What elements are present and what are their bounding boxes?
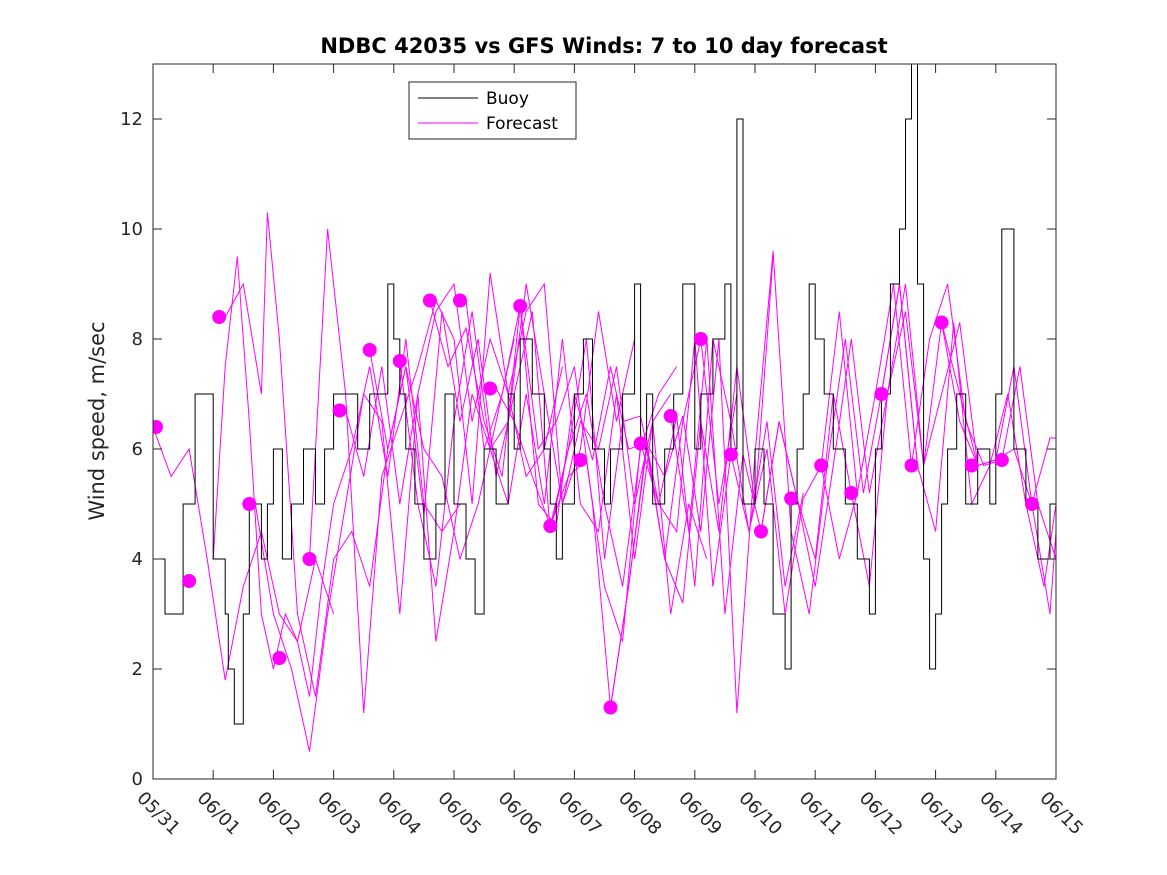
buoy-step-line: [153, 64, 1056, 725]
y-tick-label: 6: [132, 439, 143, 460]
forecast-marker: [784, 491, 799, 506]
forecast-line-2: [212, 256, 461, 697]
forecast-marker: [453, 293, 467, 308]
forecast-marker: [212, 310, 227, 324]
forecast-line-15: [760, 283, 1056, 615]
forecast-marker: [994, 453, 1009, 467]
y-tick-label: 2: [132, 659, 143, 680]
axes-box: [152, 63, 1057, 780]
forecast-line-13: [610, 250, 918, 714]
y-tick-label: 0: [132, 769, 143, 790]
legend-forecast-label: Forecast: [486, 114, 558, 134]
forecast-line-14: [670, 311, 979, 615]
y-tick-label: 4: [132, 549, 143, 570]
chart-title: NDBC 42035 vs GFS Winds: 7 to 10 day for…: [320, 34, 887, 58]
forecast-line-7: [369, 311, 678, 587]
forecast-marker: [242, 497, 257, 511]
forecast-line-16: [820, 283, 1056, 560]
forecast-line-10: [465, 256, 774, 604]
forecast-marker: [693, 332, 708, 346]
forecast-line-18: [941, 322, 1056, 505]
y-tick-label: 8: [132, 329, 143, 350]
forecast-marker: [513, 299, 528, 313]
forecast-marker: [332, 403, 347, 418]
y-axis-label: Wind speed, m/sec: [85, 321, 109, 520]
forecast-line-11: [495, 338, 804, 587]
forecast-marker: [663, 409, 678, 423]
y-tick-label: 10: [120, 219, 143, 240]
forecast-marker: [272, 651, 287, 665]
forecast-line-9: [429, 300, 738, 708]
forecast-marker: [573, 453, 588, 467]
data-layer: [153, 64, 1056, 752]
forecast-marker: [754, 524, 768, 539]
forecast-line-8: [399, 311, 708, 615]
forecast-marker: [723, 447, 738, 462]
forecast-marker: [483, 381, 498, 396]
forecast-marker: [362, 343, 377, 357]
forecast-marker: [1024, 497, 1039, 511]
forecast-line-12: [549, 338, 858, 642]
legend-buoy-label: Buoy: [486, 89, 529, 109]
forecast-marker: [392, 354, 407, 368]
forecast-marker: [182, 574, 197, 588]
forecast-marker: [153, 420, 163, 434]
forecast-marker: [302, 552, 317, 566]
forecast-line-5: [309, 228, 636, 714]
forecast-marker: [603, 700, 618, 715]
forecast-marker: [964, 458, 979, 473]
forecast-marker: [874, 387, 889, 401]
legend: Buoy Forecast: [408, 81, 577, 140]
forecast-line-3: [224, 212, 515, 697]
forecast-marker: [814, 458, 829, 473]
forecast-marker: [904, 458, 919, 473]
legend-box: [408, 81, 577, 140]
y-tick-label: 12: [120, 109, 143, 130]
forecast-marker: [543, 519, 558, 533]
forecast-marker: [844, 486, 859, 500]
forecast-marker: [633, 436, 648, 451]
forecast-marker: [422, 293, 437, 308]
forecast-line-1: [153, 426, 335, 681]
forecast-marker: [934, 315, 949, 330]
